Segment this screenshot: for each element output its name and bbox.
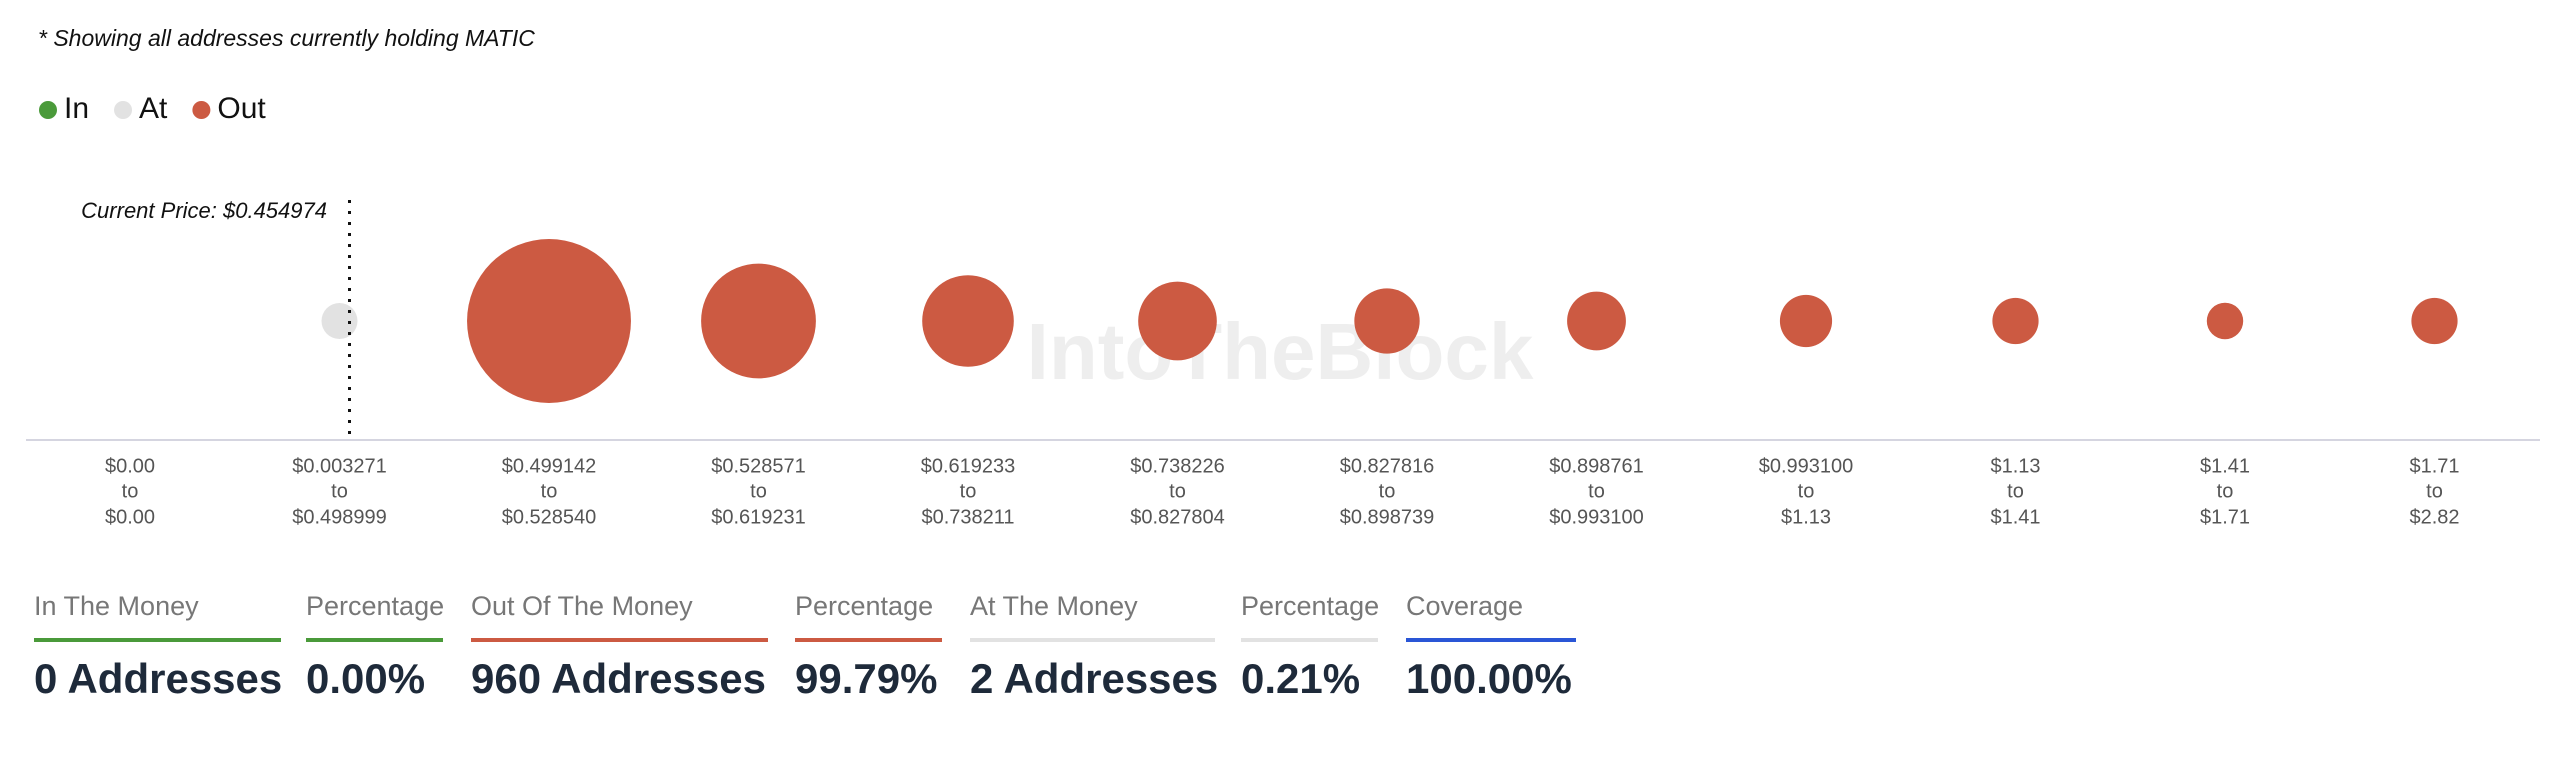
bubble: [467, 239, 631, 403]
x-range-to: $0.528540: [502, 506, 597, 528]
bubble: [1779, 294, 1833, 348]
stat-label: Percentage: [1241, 591, 1379, 621]
x-range-joiner: to: [2426, 480, 2443, 502]
stat-underline: [306, 638, 443, 642]
x-range-joiner: to: [122, 480, 139, 502]
bubble: [321, 303, 358, 339]
stat-value: 2 Addresses: [970, 655, 1218, 702]
x-range-from: $0.528571: [711, 455, 806, 477]
bubble: [1354, 288, 1420, 354]
stat-label: Coverage: [1406, 591, 1523, 621]
x-range-joiner: to: [960, 480, 977, 502]
x-range-from: $0.738226: [1130, 455, 1225, 477]
legend-swatch: [39, 101, 57, 119]
bubble: [922, 275, 1014, 367]
x-range-from: $0.499142: [502, 455, 597, 477]
stat-value: 100.00%: [1406, 655, 1572, 702]
stat-underline: [970, 638, 1215, 642]
bubble: [1138, 281, 1217, 361]
stat-value: 0.21%: [1241, 655, 1360, 702]
x-range-joiner: to: [750, 480, 767, 502]
stat-label: Percentage: [795, 591, 933, 621]
watermark: IntoTheBlock: [1027, 307, 1534, 396]
legend-swatch: [114, 101, 133, 119]
stat-label: At The Money: [970, 591, 1138, 621]
stat-underline: [471, 638, 768, 642]
bubble: [2411, 297, 2458, 345]
x-range-to: $1.41: [1990, 506, 2040, 528]
annotation: Current Price: $0.454974: [81, 198, 327, 223]
stat-label: Percentage: [306, 591, 444, 621]
x-range-to: $2.82: [2409, 506, 2459, 528]
legend-label: In: [64, 92, 89, 125]
legend-label: At: [139, 92, 168, 125]
x-range-joiner: to: [1798, 480, 1815, 502]
stat-value: 0.00%: [306, 655, 425, 702]
x-range-to: $0.498999: [292, 506, 387, 528]
stat-underline: [34, 638, 281, 642]
x-range-joiner: to: [2007, 480, 2024, 502]
x-range-from: $0.898761: [1549, 455, 1644, 477]
x-range-from: $0.003271: [292, 455, 387, 477]
legend-swatch: [192, 101, 211, 119]
x-range-from: $1.41: [2200, 455, 2250, 477]
x-range-from: $0.993100: [1759, 455, 1854, 477]
x-range-joiner: to: [1169, 480, 1186, 502]
x-range-to: $0.00: [105, 506, 155, 528]
stat-label: In The Money: [34, 591, 199, 621]
x-range-joiner: to: [541, 480, 558, 502]
stat-underline: [1406, 638, 1576, 642]
x-range-from: $0.619233: [921, 455, 1016, 477]
x-range-to: $0.619231: [711, 506, 806, 528]
x-range-to: $0.827804: [1130, 506, 1225, 528]
stat-underline: [795, 638, 942, 642]
bubble: [2206, 302, 2244, 340]
bubble: [701, 263, 816, 379]
bubble: [1567, 291, 1626, 351]
note: * Showing all addresses currently holdin…: [38, 25, 535, 51]
x-range-joiner: to: [1379, 480, 1396, 502]
stat-value: 960 Addresses: [471, 655, 766, 702]
stat-label: Out Of The Money: [471, 591, 693, 621]
bubble: [1992, 297, 2039, 345]
x-range-to: $1.71: [2200, 506, 2250, 528]
x-range-to: $0.738211: [921, 506, 1014, 528]
stat-underline: [1241, 638, 1378, 642]
x-range-to: $1.13: [1781, 506, 1831, 528]
x-range-joiner: to: [331, 480, 348, 502]
x-range-joiner: to: [1588, 480, 1605, 502]
x-range-joiner: to: [2217, 480, 2234, 502]
x-range-to: $0.993100: [1549, 506, 1644, 528]
x-range-from: $1.71: [2409, 455, 2459, 477]
x-range-to: $0.898739: [1340, 506, 1435, 528]
stat-value: 99.79%: [795, 655, 937, 702]
x-range-from: $1.13: [1990, 455, 2040, 477]
x-range-from: $0.827816: [1340, 455, 1435, 477]
legend-label: Out: [217, 92, 266, 125]
x-range-from: $0.00: [105, 455, 155, 477]
stat-value: 0 Addresses: [34, 655, 282, 702]
